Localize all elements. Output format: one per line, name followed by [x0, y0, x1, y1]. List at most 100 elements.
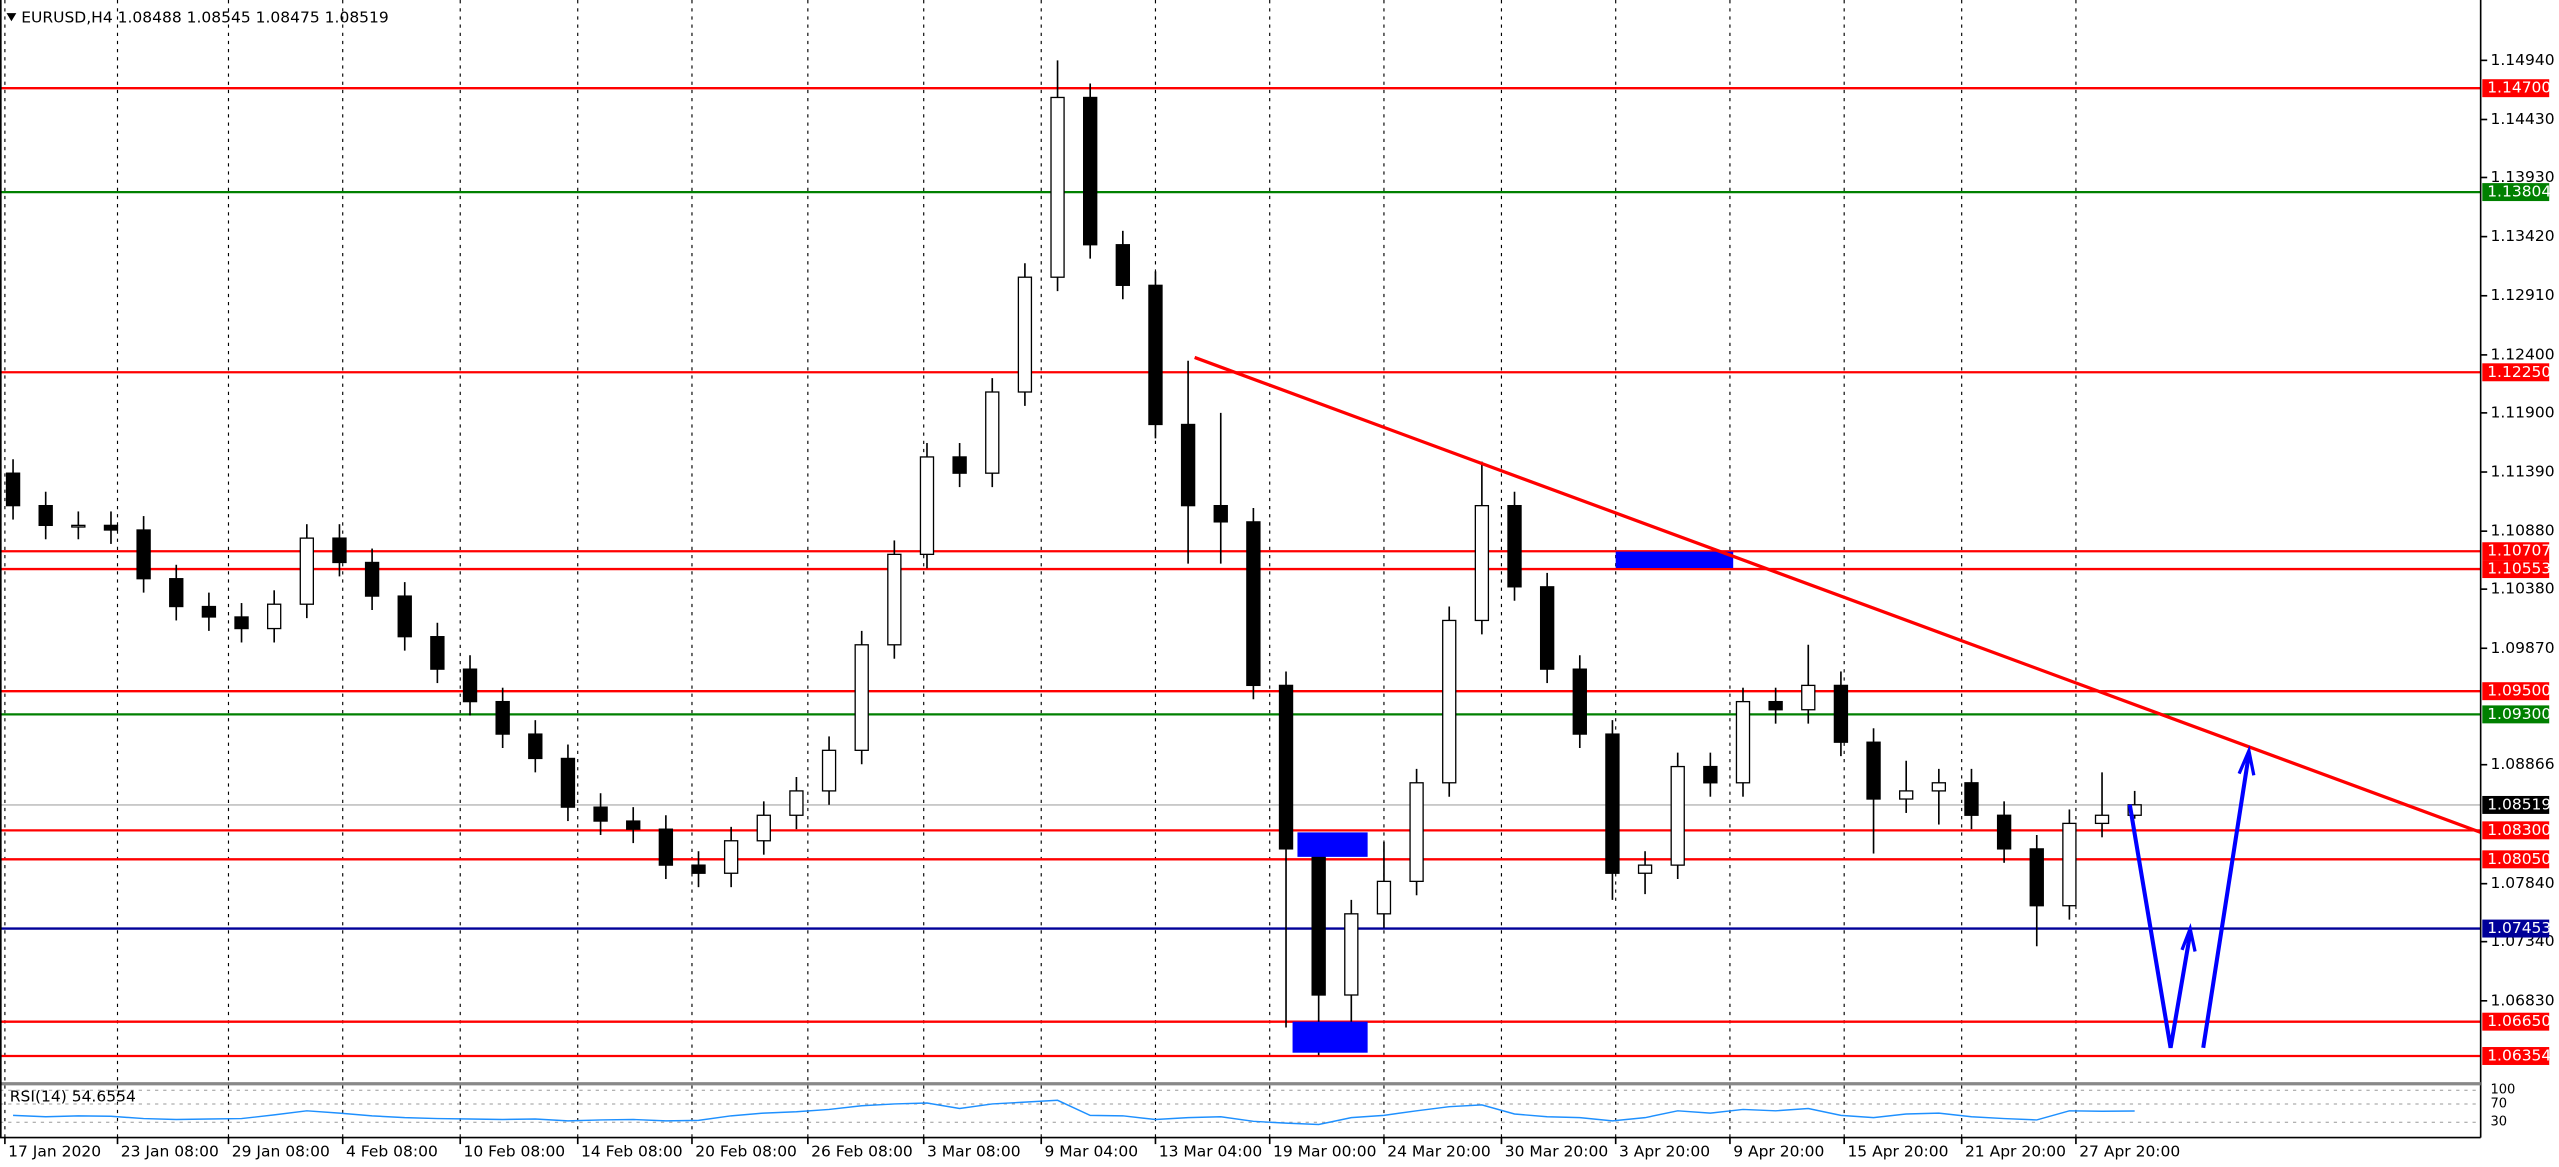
candle-body — [626, 820, 641, 830]
candle-body — [1572, 668, 1587, 735]
candle-body — [136, 529, 151, 580]
candle-body — [169, 578, 184, 608]
candle-body — [952, 456, 967, 474]
price-level-tag — [2482, 79, 2550, 98]
candle-body — [1539, 586, 1555, 670]
y-tick-label: 1.07840 — [2490, 874, 2554, 892]
candle-body — [2029, 848, 2044, 907]
y-tick-label: 1.13930 — [2490, 168, 2554, 186]
x-tick-label: 19 Mar 00:00 — [1273, 1143, 1377, 1161]
candle-body — [723, 840, 739, 874]
candle-body — [1050, 96, 1065, 278]
candle-body — [1344, 913, 1359, 996]
candle-body — [1376, 880, 1392, 915]
candle-body — [593, 806, 608, 822]
candle-body — [2062, 822, 2077, 907]
zone-box — [1292, 1021, 1368, 1053]
price-level-label: 1.09300 — [2487, 705, 2551, 723]
candle-body — [1735, 700, 1751, 784]
zone-box — [1297, 832, 1368, 857]
chart-title: EURUSD,H4 1.08488 1.08545 1.08475 1.0851… — [21, 9, 389, 27]
x-tick-label: 14 Feb 08:00 — [581, 1143, 683, 1161]
candle-body — [1605, 733, 1620, 874]
candle-body — [1637, 864, 1653, 874]
rsi-tick-label: 30 — [2490, 1115, 2507, 1130]
price-level-label: 1.10707 — [2487, 542, 2551, 560]
x-tick-label: 9 Apr 20:00 — [1733, 1143, 1824, 1161]
candle-body — [103, 524, 119, 531]
forecast-arrow — [2127, 804, 2193, 1049]
forecast-arrow — [2201, 753, 2251, 1049]
price-level-tag — [2482, 682, 2550, 701]
candles-layer — [5, 60, 2142, 1056]
candle-body — [1768, 700, 1783, 711]
price-level-label: 1.09500 — [2487, 682, 2551, 700]
candle-body — [1409, 782, 1424, 883]
price-level-tag — [2482, 542, 2550, 561]
candle-body — [1017, 276, 1033, 393]
candle-body — [1931, 782, 1947, 792]
rsi-tick-label: 100 — [2490, 1083, 2515, 1098]
candle-body — [5, 472, 21, 507]
price-level-tag — [2482, 850, 2550, 869]
x-tick-label: 9 Mar 04:00 — [1044, 1143, 1138, 1161]
price-level-label: 1.14700 — [2487, 79, 2551, 97]
rsi-tick-label: 70 — [2490, 1096, 2507, 1111]
x-tick-label: 26 Feb 08:00 — [811, 1143, 913, 1161]
candle-body — [266, 603, 282, 630]
y-tick-label: 1.09870 — [2490, 639, 2554, 657]
candle-body — [430, 636, 445, 670]
price-level-tag — [2482, 1012, 2550, 1031]
x-tick-label: 4 Feb 08:00 — [346, 1143, 438, 1161]
candle-body — [1474, 504, 1490, 622]
x-tick-label: 13 Mar 04:00 — [1159, 1143, 1263, 1161]
candle-body — [789, 790, 804, 816]
y-tick-label: 1.10880 — [2490, 522, 2554, 540]
candle-body — [1115, 244, 1131, 286]
y-tick-label: 1.11900 — [2490, 403, 2554, 421]
candle-body — [1442, 619, 1457, 784]
candle-body — [1507, 504, 1522, 588]
price-level-label: 1.12250 — [2487, 363, 2551, 381]
candle-body — [821, 749, 837, 792]
candle-body — [1964, 782, 1979, 816]
price-level-label: 1.08300 — [2487, 821, 2551, 839]
candle-body — [985, 391, 1000, 474]
price-level-tag — [2482, 919, 2550, 938]
candle-body — [201, 605, 217, 618]
x-tick-label: 20 Feb 08:00 — [695, 1143, 797, 1161]
arrow-head — [2180, 922, 2197, 952]
price-level-tag — [2482, 183, 2550, 202]
candle-body — [1996, 814, 2012, 850]
price-level-tag — [2482, 705, 2550, 724]
price-level-label: 1.06354 — [2487, 1046, 2551, 1064]
price-level-tag — [2482, 363, 2550, 382]
candle-body — [756, 814, 771, 842]
candle-body — [1213, 504, 1228, 523]
candle-body — [1866, 741, 1881, 800]
candle-body — [528, 733, 543, 760]
candle-body — [495, 700, 510, 735]
trendline — [1194, 355, 2482, 834]
zone-box — [1615, 551, 1734, 568]
y-tick-label: 1.10380 — [2490, 580, 2554, 598]
price-level-label: 1.13804 — [2487, 183, 2551, 201]
candle-body — [854, 644, 869, 751]
candle-body — [1148, 284, 1163, 426]
x-tick-label: 10 Feb 08:00 — [463, 1143, 565, 1161]
candle-body — [691, 864, 706, 874]
x-tick-label: 30 Mar 20:00 — [1505, 1143, 1609, 1161]
y-tick-label: 1.14940 — [2490, 51, 2554, 69]
arrow-head — [2237, 745, 2256, 776]
candle-body — [462, 668, 478, 703]
candle-body — [1278, 684, 1294, 850]
candle-body — [1180, 423, 1196, 507]
grid-layer: 17 Jan 2020 23 Jan 08:00 29 Jan 08:00 4 Feb… — [4, 0, 2555, 1161]
candle-body — [1801, 684, 1816, 711]
candle-body — [1703, 765, 1718, 784]
y-tick-label: 1.08866 — [2490, 755, 2554, 773]
menu-triangle — [6, 13, 17, 22]
price-level-tag — [2482, 795, 2550, 814]
